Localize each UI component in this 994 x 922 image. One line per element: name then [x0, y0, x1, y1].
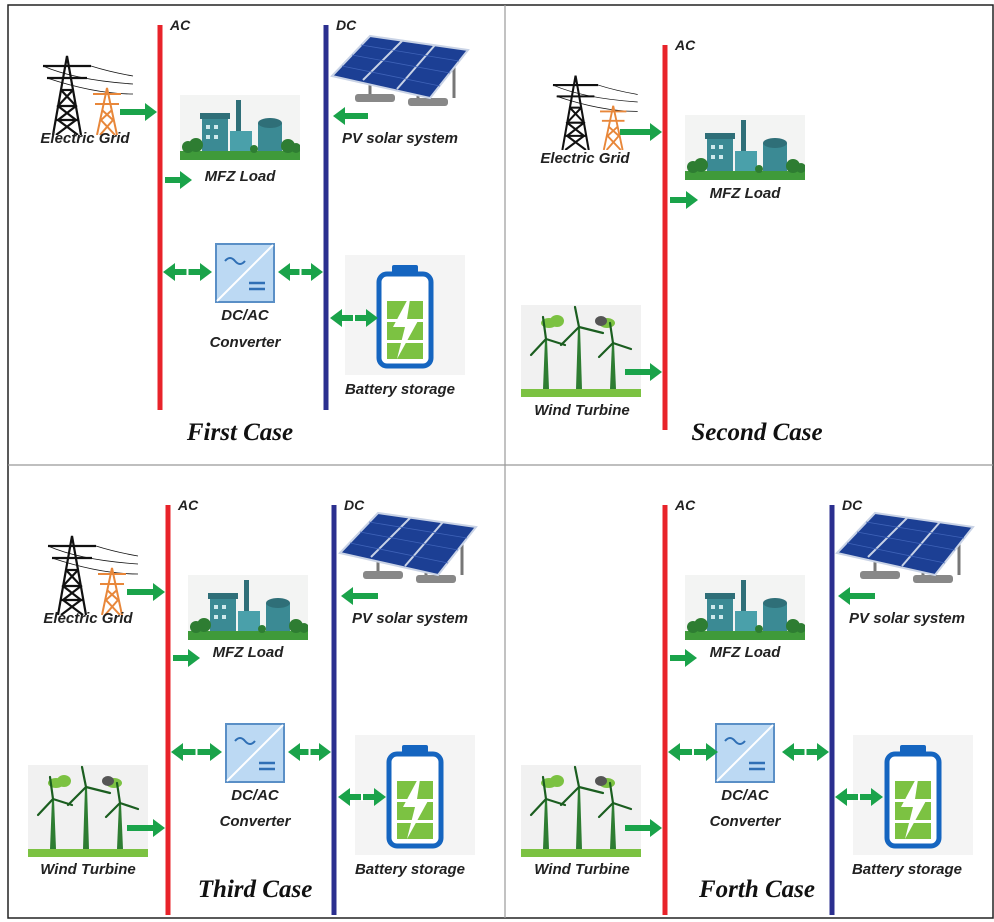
load-label: MFZ Load — [710, 644, 782, 661]
case-title: First Case — [186, 419, 293, 446]
conv-icon — [215, 243, 275, 303]
bus-label: AC — [674, 497, 696, 513]
grid-label: Electric Grid — [40, 130, 130, 147]
bus-label: AC — [177, 497, 199, 513]
bus-label: DC — [336, 17, 357, 33]
case-title: Second Case — [691, 419, 822, 446]
bus-label: AC — [169, 17, 191, 33]
frame — [7, 4, 994, 919]
pv-icon — [338, 511, 478, 585]
factory-icon — [685, 575, 805, 640]
arrow — [670, 191, 698, 209]
factory-icon — [685, 115, 805, 180]
arrow — [173, 649, 200, 667]
wind-label: Wind Turbine — [40, 861, 135, 878]
battery-label: Battery storage — [345, 381, 455, 398]
arrow — [625, 363, 662, 381]
factory-icon — [188, 575, 308, 640]
arrow — [625, 819, 662, 837]
factory-icon — [180, 95, 300, 160]
wind-label: Wind Turbine — [534, 861, 629, 878]
conv-icon — [715, 723, 775, 783]
wind-icon — [520, 305, 642, 397]
tower-icon — [41, 54, 135, 135]
wind-icon — [28, 765, 148, 857]
tower-icon — [46, 534, 140, 615]
wind-icon — [520, 765, 642, 857]
pv-icon — [835, 511, 975, 585]
converter-label: Converter — [220, 813, 292, 830]
pv-label: PV solar system — [849, 610, 965, 627]
pv-label: PV solar system — [352, 610, 468, 627]
case-title: Third Case — [198, 876, 313, 903]
wind-label: Wind Turbine — [534, 402, 629, 419]
tower-icon — [551, 74, 639, 150]
bus-label: DC — [842, 497, 863, 513]
conv-icon — [225, 723, 285, 783]
converter-label: Converter — [210, 334, 282, 351]
arrow — [120, 103, 157, 121]
arrow — [127, 819, 165, 837]
load-label: MFZ Load — [710, 185, 782, 202]
pv-label: PV solar system — [342, 130, 458, 147]
arrow — [838, 587, 875, 605]
grid-label: Electric Grid — [540, 150, 630, 167]
arrow — [341, 587, 378, 605]
load-label: MFZ Load — [213, 644, 285, 661]
converter-label: DC/AC — [721, 787, 770, 804]
load-label: MFZ Load — [205, 168, 277, 185]
bus-label: DC — [344, 497, 365, 513]
converter-label: DC/AC — [231, 787, 280, 804]
grid-label: Electric Grid — [43, 610, 133, 627]
battery-label: Battery storage — [852, 861, 962, 878]
arrow — [333, 107, 368, 125]
arrow — [127, 583, 165, 601]
arrow — [670, 649, 697, 667]
converter-label: DC/AC — [221, 307, 270, 324]
bus-label: AC — [674, 37, 696, 53]
converter-label: Converter — [710, 813, 782, 830]
battery-label: Battery storage — [355, 861, 465, 878]
arrow — [620, 123, 662, 141]
pv-icon — [330, 34, 470, 108]
case-title: Forth Case — [698, 876, 815, 903]
arrow — [165, 171, 192, 189]
